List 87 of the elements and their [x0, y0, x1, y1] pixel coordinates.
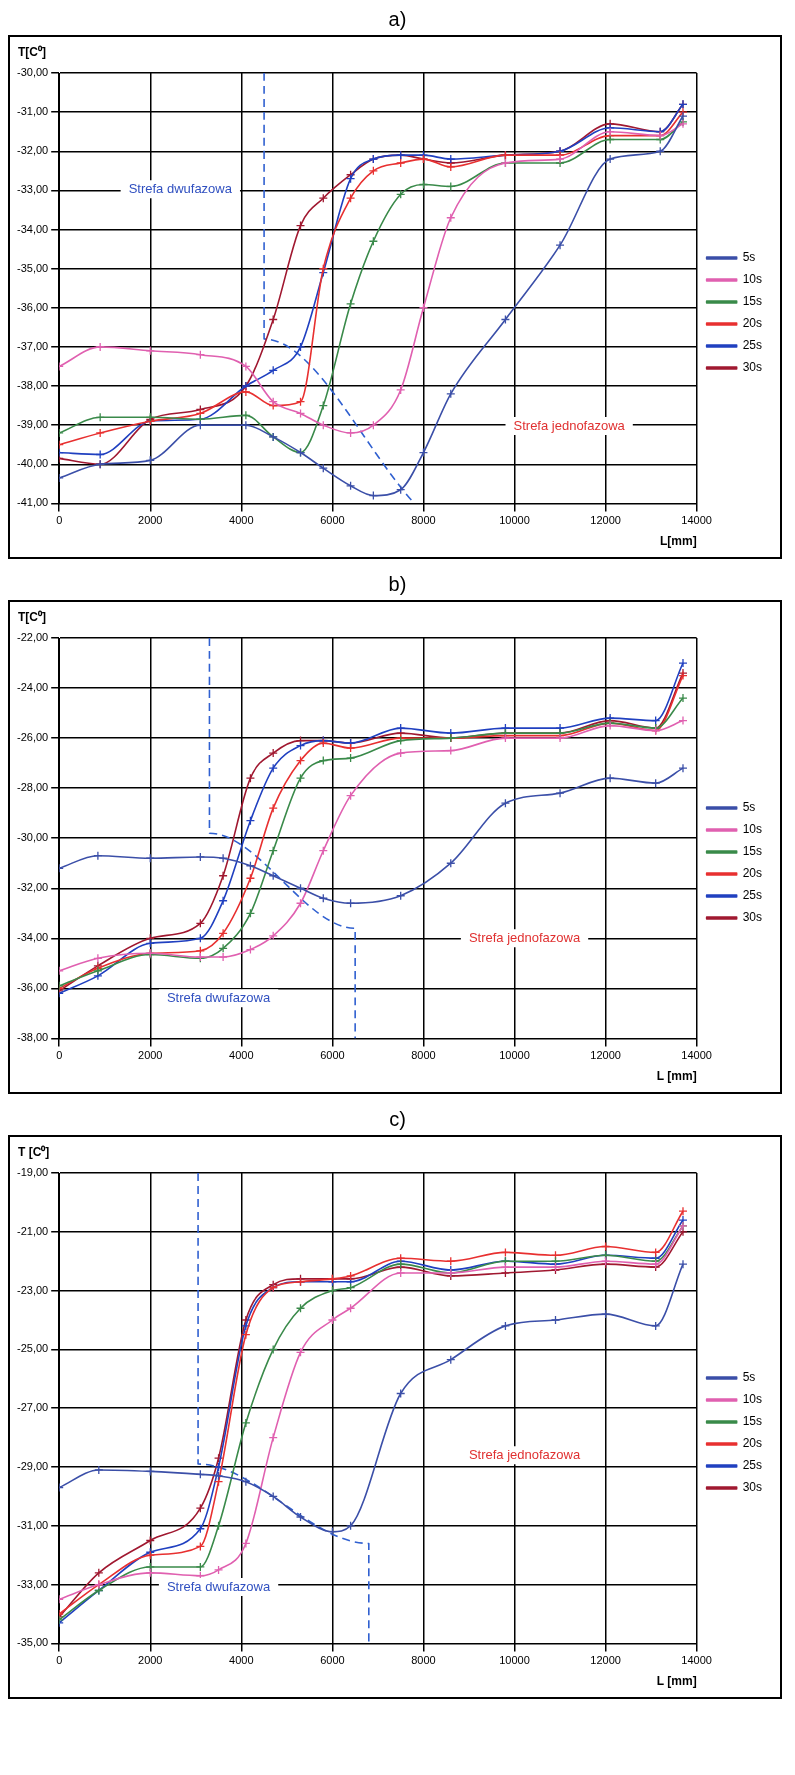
x-tick-label: 6000 — [320, 1654, 345, 1667]
legend-label: 30s — [742, 360, 763, 375]
x-axis-title: L[mm] — [659, 534, 697, 549]
y-tick-label: -33,00 — [16, 183, 49, 196]
x-tick-label: 8000 — [411, 1049, 436, 1062]
x-tick-label: 10000 — [499, 1654, 530, 1667]
y-tick-label: -33,00 — [16, 1577, 49, 1590]
y-tick-label: -36,00 — [16, 981, 49, 994]
y-tick-label: -34,00 — [16, 222, 49, 235]
x-tick-label: 0 — [56, 1049, 63, 1062]
y-tick-label: -32,00 — [16, 881, 49, 894]
x-tick-label: 4000 — [229, 1654, 254, 1667]
y-tick-label: -38,00 — [16, 1031, 49, 1044]
y-tick-label: -26,00 — [16, 731, 49, 744]
y-tick-label: -25,00 — [16, 1342, 49, 1355]
x-axis-title: L [mm] — [656, 1069, 697, 1084]
legend-label: 10s — [742, 272, 763, 287]
y-tick-label: -24,00 — [16, 681, 49, 694]
chart-title: b) — [387, 573, 408, 596]
x-tick-label: 12000 — [590, 1049, 621, 1062]
legend-label: 5s — [742, 250, 756, 265]
x-tick-label: 10000 — [499, 1049, 530, 1062]
annotation: Strefa dwufazowa — [128, 180, 233, 196]
y-tick-label: -36,00 — [16, 300, 49, 313]
y-tick-label: -29,00 — [16, 1460, 49, 1473]
annotation: Strefa jednofazowa — [468, 929, 581, 945]
y-tick-label: -37,00 — [16, 339, 49, 352]
legend-label: 30s — [742, 910, 763, 925]
annotation: Strefa jednofazowa — [468, 1446, 581, 1462]
legend-label: 5s — [742, 1370, 756, 1385]
x-tick-label: 6000 — [320, 514, 345, 527]
legend-label: 10s — [742, 1392, 763, 1407]
x-tick-label: 0 — [56, 514, 63, 527]
x-tick-label: 6000 — [320, 1049, 345, 1062]
y-tick-label: -41,00 — [16, 496, 49, 509]
y-tick-label: -23,00 — [16, 1283, 49, 1296]
legend-label: 30s — [742, 1480, 763, 1495]
legend-label: 15s — [742, 294, 763, 309]
y-tick-label: -21,00 — [16, 1224, 49, 1237]
legend-label: 25s — [742, 888, 763, 903]
y-tick-label: -31,00 — [16, 1518, 49, 1531]
legend-label: 20s — [742, 1436, 763, 1451]
x-tick-label: 12000 — [590, 1654, 621, 1667]
annotation: Strefa dwufazowa — [166, 1578, 271, 1594]
x-tick-label: 4000 — [229, 514, 254, 527]
chart-title: c) — [388, 1108, 407, 1131]
y-tick-label: -22,00 — [16, 631, 49, 644]
x-tick-label: 12000 — [590, 514, 621, 527]
legend-label: 20s — [742, 316, 763, 331]
x-tick-label: 2000 — [138, 514, 163, 527]
x-tick-label: 14000 — [681, 514, 712, 527]
x-tick-label: 2000 — [138, 1049, 163, 1062]
legend-label: 5s — [742, 800, 756, 815]
legend-label: 10s — [742, 822, 763, 837]
x-axis-title: L [mm] — [656, 1674, 697, 1689]
y-tick-label: -28,00 — [16, 781, 49, 794]
y-tick-label: -35,00 — [16, 1636, 49, 1649]
y-tick-label: -32,00 — [16, 144, 49, 157]
y-tick-label: -27,00 — [16, 1401, 49, 1414]
x-tick-label: 8000 — [411, 514, 436, 527]
y-tick-label: -35,00 — [16, 261, 49, 274]
y-tick-label: -39,00 — [16, 418, 49, 431]
x-tick-label: 14000 — [681, 1049, 712, 1062]
y-tick-label: -30,00 — [16, 831, 49, 844]
y-tick-label: -30,00 — [16, 66, 49, 79]
x-tick-label: 10000 — [499, 514, 530, 527]
y-tick-label: -40,00 — [16, 457, 49, 470]
chart-title: a) — [387, 8, 408, 31]
legend-label: 15s — [742, 844, 763, 859]
y-axis-title: T[C⁰] — [18, 610, 46, 625]
x-tick-label: 8000 — [411, 1654, 436, 1667]
y-axis-title: T [C⁰] — [18, 1145, 50, 1160]
legend-label: 20s — [742, 866, 763, 881]
x-tick-label: 4000 — [229, 1049, 254, 1062]
y-tick-label: -38,00 — [16, 379, 49, 392]
y-tick-label: -19,00 — [16, 1166, 49, 1179]
legend-label: 25s — [742, 1458, 763, 1473]
y-tick-label: -34,00 — [16, 931, 49, 944]
x-tick-label: 14000 — [681, 1654, 712, 1667]
x-tick-label: 2000 — [138, 1654, 163, 1667]
annotation: Strefa jednofazowa — [513, 417, 626, 433]
legend-label: 25s — [742, 338, 763, 353]
annotation: Strefa dwufazowa — [166, 989, 271, 1005]
legend-label: 15s — [742, 1414, 763, 1429]
y-axis-title: T[C⁰] — [18, 45, 46, 60]
x-tick-label: 0 — [56, 1654, 63, 1667]
y-tick-label: -31,00 — [16, 105, 49, 118]
